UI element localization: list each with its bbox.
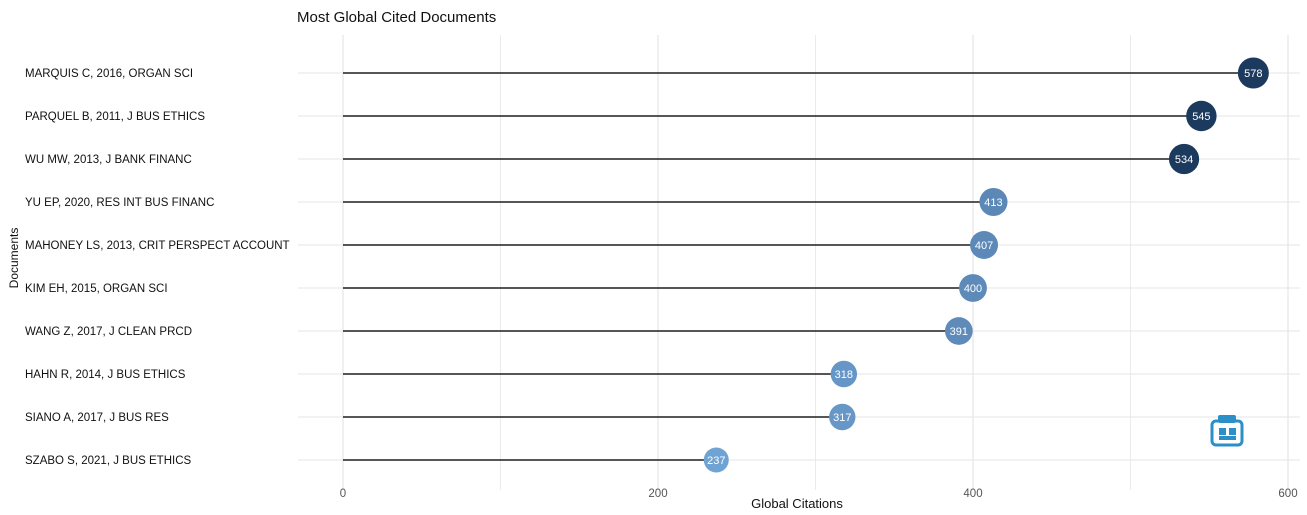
x-tick-labels: 0 200 400 600 — [340, 488, 1298, 500]
y-axis-label: Documents — [7, 228, 21, 289]
lollipop-dot — [970, 231, 999, 259]
x-tick-label: 0 — [340, 488, 346, 500]
y-tick-label: SZABO S, 2021, J BUS ETHICS — [25, 455, 191, 467]
y-tick-label: WANG Z, 2017, J CLEAN PRCD — [25, 326, 192, 338]
lollipop-dot — [1168, 143, 1200, 175]
data-label: 317 — [833, 412, 851, 424]
lollipop-dot — [829, 403, 856, 431]
data-label: 545 — [1192, 111, 1210, 123]
y-tick-labels: MARQUIS C, 2016, ORGAN SCI PARQUEL B, 201… — [25, 68, 290, 467]
lollipop-dot — [944, 317, 973, 345]
data-label: 413 — [984, 197, 1002, 209]
y-tick-label: MARQUIS C, 2016, ORGAN SCI — [25, 68, 193, 80]
y-tick-label: HAHN R, 2014, J BUS ETHICS — [25, 369, 186, 381]
lollipop-dot — [959, 274, 987, 302]
data-label: 318 — [835, 369, 853, 381]
y-tick-label: KIM EH, 2015, ORGAN SCI — [25, 283, 168, 295]
stem-layer — [343, 72, 1254, 461]
x-axis-label: Global Citations — [751, 496, 843, 510]
lollipop-dot — [703, 447, 729, 473]
data-label: 578 — [1244, 68, 1262, 80]
y-tick-label: SIANO A, 2017, J BUS RES — [25, 412, 169, 424]
bibliometrix-logo-icon — [1210, 415, 1244, 447]
data-label: 237 — [707, 455, 725, 467]
y-tick-label: WU MW, 2013, J BANK FINANC — [25, 154, 192, 166]
lollipop-dot — [979, 187, 1008, 217]
x-tick-label: 600 — [1278, 488, 1297, 500]
y-tick-label: YU EP, 2020, RES INT BUS FINANC — [25, 197, 214, 209]
y-tick-label: MAHONEY LS, 2013, CRIT PERSPECT ACCOUNT — [25, 240, 290, 252]
lollipop-dot — [1237, 57, 1269, 89]
data-label: 391 — [950, 326, 968, 338]
data-label: 407 — [975, 240, 993, 252]
lollipop-dot — [830, 360, 858, 388]
chart-title: Most Global Cited Documents — [297, 9, 496, 26]
grid-layer — [298, 35, 1300, 490]
y-tick-label: PARQUEL B, 2011, J BUS ETHICS — [25, 111, 205, 123]
lollipop-dot — [1186, 100, 1217, 132]
x-tick-label: 400 — [963, 488, 982, 500]
x-tick-label: 200 — [648, 488, 667, 500]
dot-layer: 578 545 534 413 407 400 391 318 317 237 — [703, 57, 1269, 473]
data-label: 400 — [964, 283, 982, 295]
data-label: 534 — [1175, 154, 1193, 166]
